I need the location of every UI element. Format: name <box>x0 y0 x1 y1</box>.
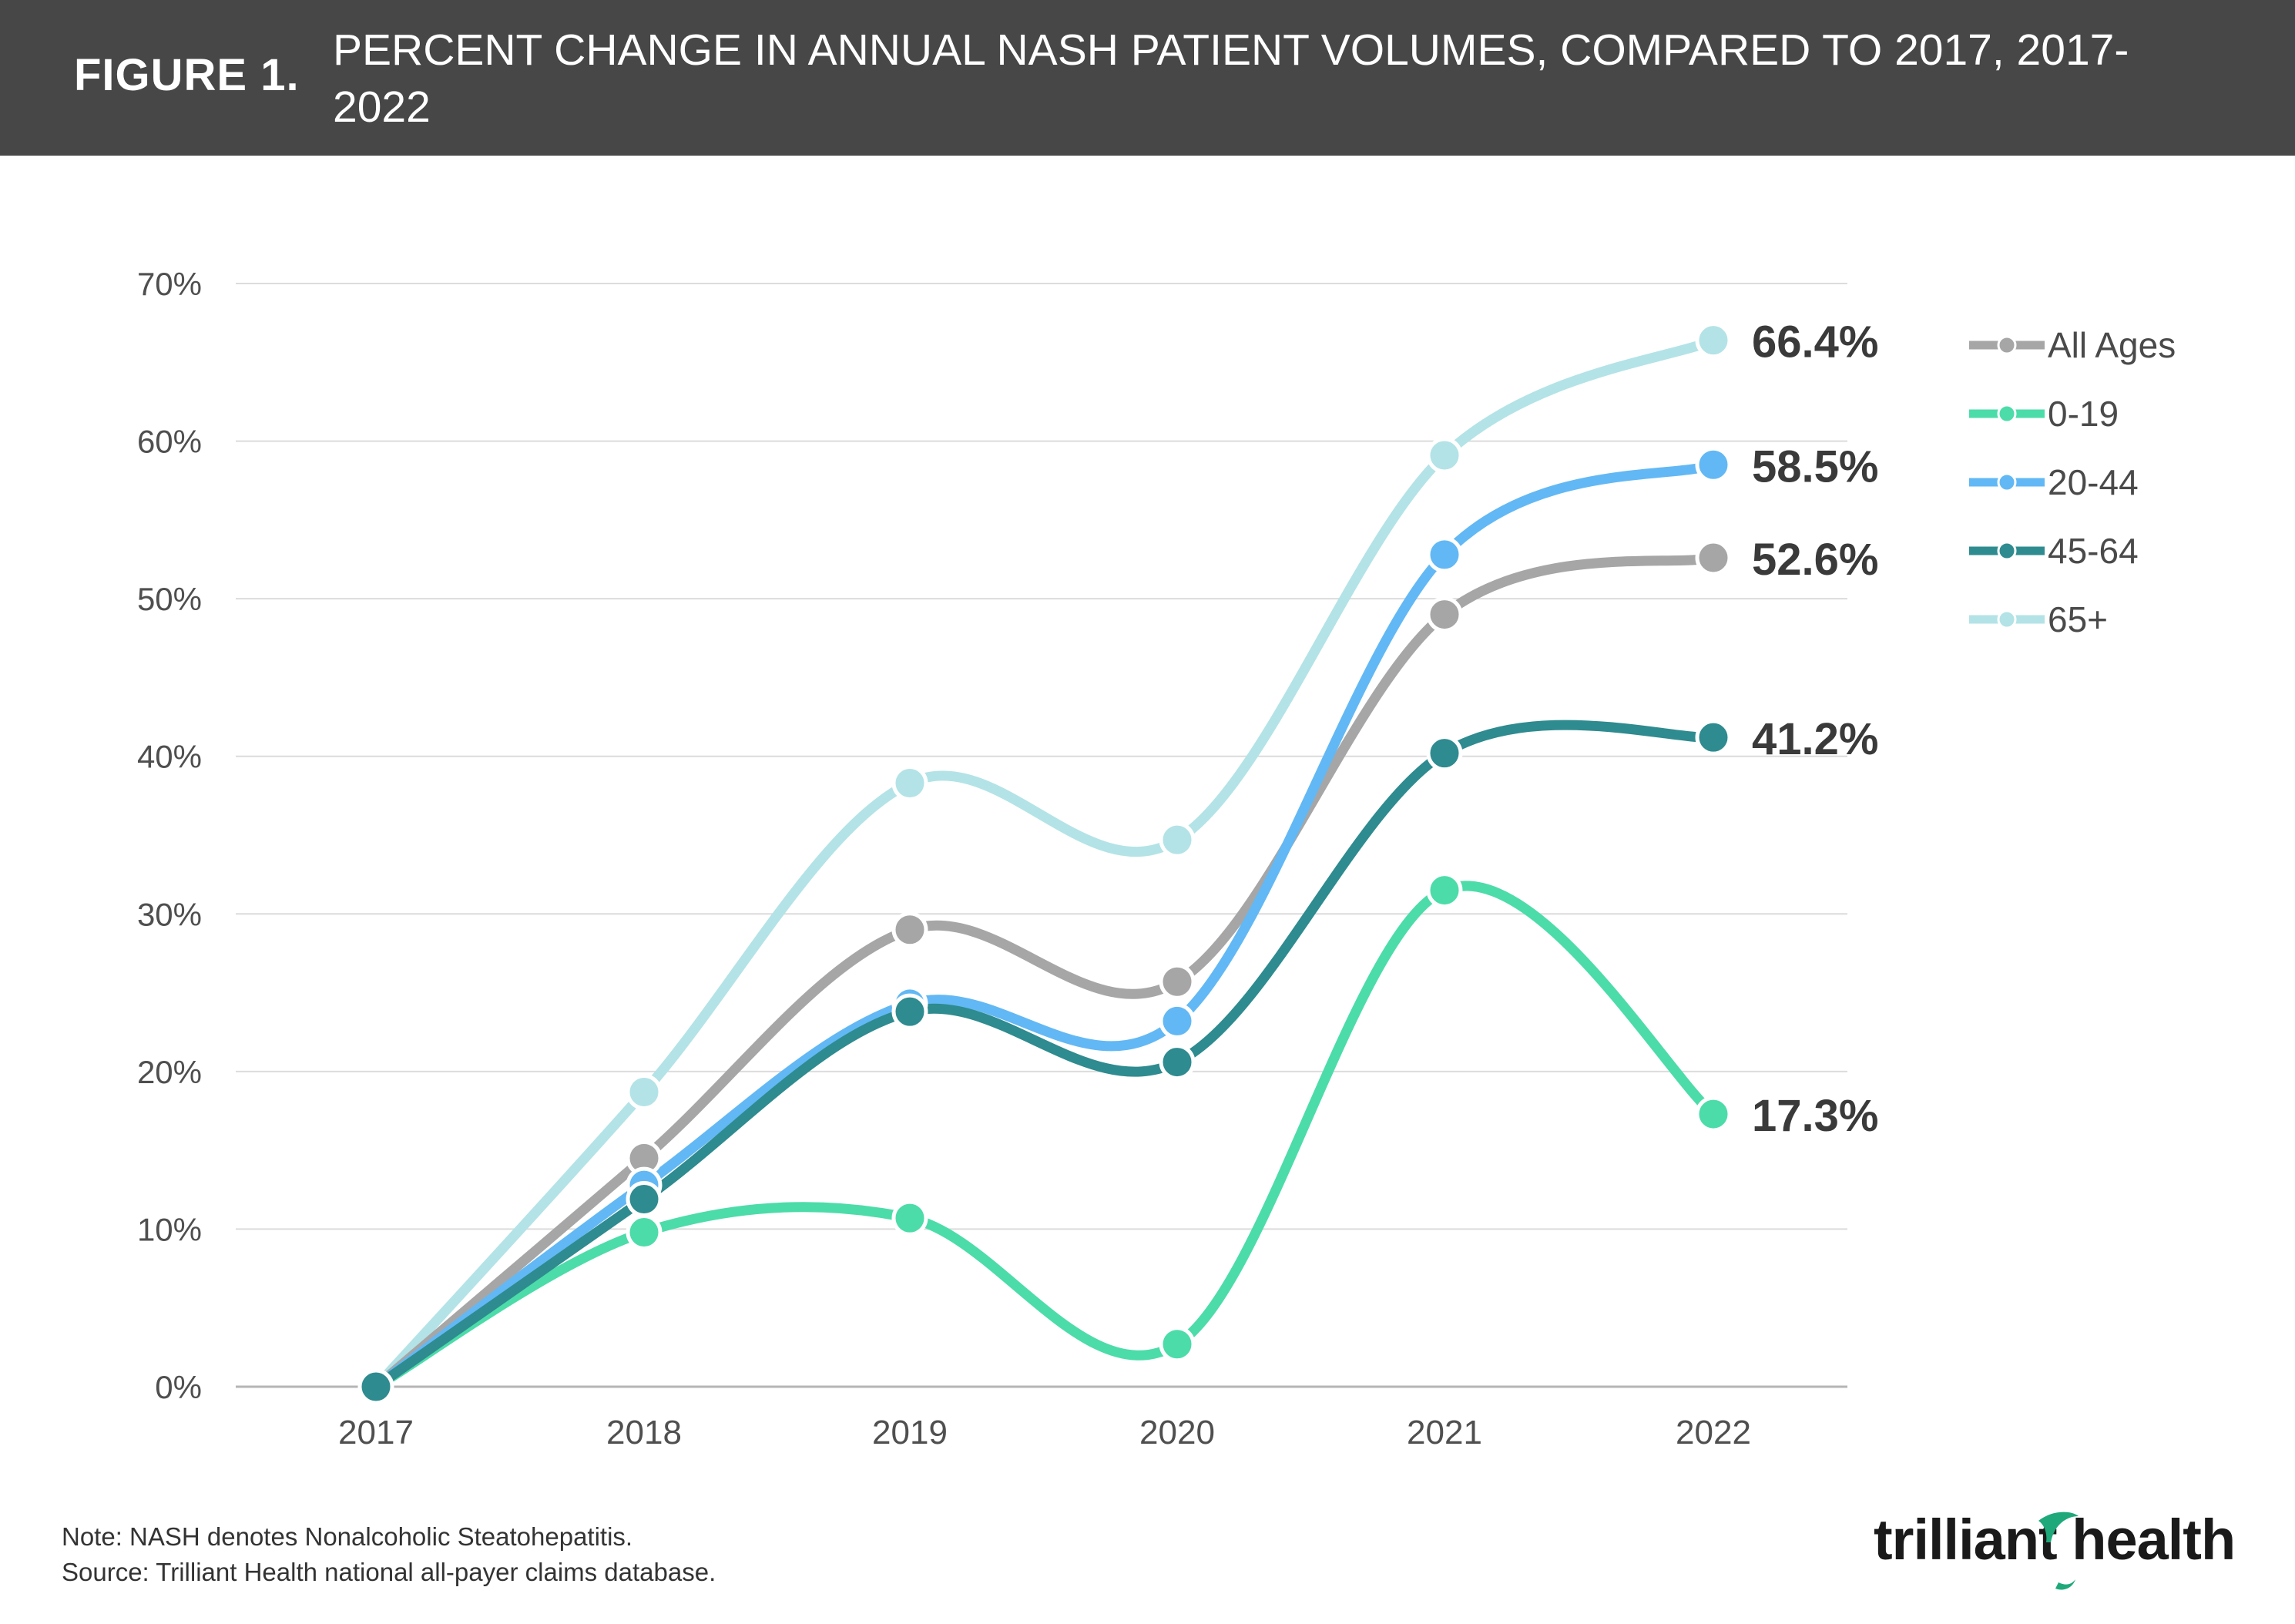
data-point <box>891 993 928 1030</box>
legend-item: 45-64 <box>1969 531 2139 571</box>
data-point <box>1426 536 1463 573</box>
data-point <box>1695 1096 1732 1132</box>
data-point <box>1695 539 1732 576</box>
legend-swatch-dot <box>1997 404 2017 424</box>
legend: All Ages 0-19 20-44 45-64 65+ <box>1969 325 2176 639</box>
x-tick-label: 2021 <box>1407 1414 1482 1451</box>
figure-header: FIGURE 1. PERCENT CHANGE IN ANNUAL NASH … <box>0 0 2295 156</box>
end-value-label: 41.2% <box>1752 714 1878 764</box>
data-point <box>891 764 928 801</box>
data-point <box>1426 596 1463 633</box>
legend-swatch-dot <box>1997 335 2017 355</box>
y-tick-label: 70% <box>137 266 202 302</box>
data-point <box>1695 322 1732 359</box>
y-tick-label: 60% <box>137 424 202 460</box>
legend-label: 20-44 <box>2048 462 2139 502</box>
legend-swatch-dot <box>1997 609 2017 629</box>
series-points <box>357 322 1732 1405</box>
end-value-label: 17.3% <box>1752 1091 1878 1141</box>
figure-label: FIGURE 1. <box>74 50 300 100</box>
data-point <box>1426 735 1463 772</box>
end-labels: 52.6% 17.3% 58.5% 41.2% 66.4% <box>1752 317 1878 1141</box>
data-point <box>357 1368 394 1405</box>
y-tick-label: 30% <box>137 896 202 932</box>
axes: 0% 10% 20% 30% 40% 50% 60% 70% 2017 2018 2019 2020 2… <box>137 266 1751 1451</box>
legend-label: 45-64 <box>2048 531 2139 571</box>
logo-swoosh-icon <box>2038 1512 2079 1590</box>
data-point <box>626 1214 663 1251</box>
y-tick-label: 40% <box>137 739 202 775</box>
legend-item: All Ages <box>1969 325 2176 365</box>
legend-label: 65+ <box>2048 599 2108 639</box>
legend-label: 0-19 <box>2048 394 2119 434</box>
x-tick-label: 2019 <box>872 1414 948 1451</box>
data-point <box>1695 446 1732 483</box>
source-text: Source: Trilliant Health national all-pa… <box>62 1558 716 1586</box>
data-point <box>1426 437 1463 474</box>
chart-title: PERCENT CHANGE IN ANNUAL NASH PATIENT VO… <box>333 25 2129 132</box>
x-tick-label: 2017 <box>338 1414 414 1451</box>
series-line-45-64 <box>371 720 1719 1392</box>
footnote: Note: NASH denotes Nonalcoholic Steatohe… <box>62 1519 716 1590</box>
data-point <box>1159 1044 1196 1081</box>
legend-item: 20-44 <box>1969 462 2139 502</box>
gridlines <box>236 283 1847 1388</box>
end-value-label: 58.5% <box>1752 441 1878 492</box>
legend-label: All Ages <box>2048 325 2176 365</box>
data-point <box>1695 719 1732 756</box>
data-point <box>891 911 928 948</box>
legend-item: 0-19 <box>1969 394 2119 434</box>
x-tick-label: 2018 <box>606 1414 682 1451</box>
y-tick-label: 50% <box>137 581 202 617</box>
data-point <box>626 1073 663 1110</box>
data-point <box>626 1181 663 1218</box>
y-tick-label: 10% <box>137 1211 202 1247</box>
legend-swatch-dot <box>1997 472 2017 492</box>
data-point <box>1426 872 1463 909</box>
data-point <box>1159 821 1196 858</box>
note-text: Note: NASH denotes Nonalcoholic Steatohe… <box>62 1522 633 1551</box>
data-point <box>1159 1326 1196 1363</box>
data-point <box>891 1200 928 1236</box>
series-line-20-44 <box>371 459 1719 1392</box>
x-tick-label: 2020 <box>1139 1414 1215 1451</box>
data-point <box>1159 963 1196 1000</box>
legend-swatch-dot <box>1997 541 2017 561</box>
y-tick-label: 0% <box>155 1369 202 1405</box>
legend-item: 65+ <box>1969 599 2108 639</box>
data-point <box>1159 1002 1196 1039</box>
y-tick-label: 20% <box>137 1054 202 1090</box>
end-value-label: 52.6% <box>1752 535 1878 585</box>
end-value-label: 66.4% <box>1752 317 1878 367</box>
x-tick-label: 2022 <box>1676 1414 1751 1451</box>
